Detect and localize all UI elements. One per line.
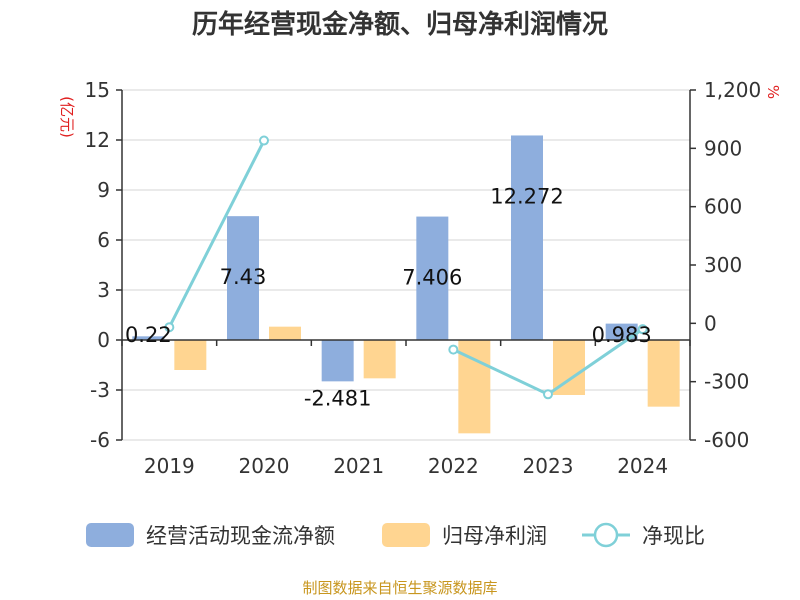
ratio-line-segment <box>167 139 266 328</box>
net-profit-bar <box>174 340 207 370</box>
right-axis-unit: % <box>764 85 782 99</box>
data-label: 12.272 <box>490 184 563 208</box>
cashflow-bar <box>416 216 449 340</box>
chart-title: 历年经营现金净额、归母净利润情况 <box>192 9 608 40</box>
x-tick-label: 2024 <box>617 454 668 478</box>
x-tick-label: 2022 <box>428 454 479 478</box>
net-profit-bar <box>647 340 680 407</box>
right-tick-label: 300 <box>704 253 742 277</box>
legend-marker-ratio <box>593 522 619 548</box>
legend-label-ratio: 净现比 <box>642 524 705 548</box>
legend-swatch-net-profit <box>382 523 430 547</box>
axes: 15 12 9 6 3 0 -3 -6 1,200 900 600 300 0 -300 -600 2019 2… <box>85 78 762 478</box>
left-tick-label: 6 <box>97 228 110 252</box>
right-tick-label: -300 <box>704 370 749 394</box>
left-tick-label: -3 <box>90 378 110 402</box>
x-tick-label: 2023 <box>523 454 574 478</box>
right-tick-label: 1,200 <box>704 78 761 102</box>
cashflow-bar <box>605 323 638 340</box>
net-profit-bar <box>269 326 301 340</box>
right-tick-label: 0 <box>704 311 717 335</box>
right-tick-label: 600 <box>704 195 742 219</box>
legend-swatch-cashflow <box>86 523 134 547</box>
net-profit-bar <box>363 340 396 379</box>
left-tick-label: 3 <box>97 278 110 302</box>
data-label: 0.983 <box>592 323 652 347</box>
ratio-point <box>543 389 553 400</box>
left-tick-label: -6 <box>90 428 110 452</box>
ratio-line <box>164 135 648 400</box>
cashflow-bar <box>132 336 165 340</box>
ratio-point <box>259 135 269 146</box>
data-label: 7.406 <box>402 266 462 290</box>
left-tick-label: 9 <box>97 178 110 202</box>
cashflow-bar <box>511 135 543 340</box>
legend: 经营活动现金流净额 归母净利润 净现比 <box>86 522 705 548</box>
data-labels: 0.22 7.43 -2.481 7.406 12.272 0.983 <box>125 184 652 410</box>
bars <box>132 135 680 434</box>
source-note: 制图数据来自恒生聚源数据库 <box>302 579 497 597</box>
ratio-point <box>637 324 648 335</box>
data-label: 7.43 <box>220 265 267 289</box>
cashflow-bar <box>227 216 259 340</box>
ratio-point <box>164 322 175 333</box>
data-label: -2.481 <box>304 386 372 410</box>
left-tick-label: 0 <box>97 328 110 352</box>
x-tick-label: 2019 <box>144 454 195 478</box>
left-axis-unit: (亿元) <box>58 96 76 138</box>
legend-label-cashflow: 经营活动现金流净额 <box>146 524 335 548</box>
cashflow-bar <box>321 340 354 382</box>
left-tick-label: 15 <box>85 78 110 102</box>
left-tick-label: 12 <box>85 128 110 152</box>
ratio-point <box>448 344 459 355</box>
x-tick-label: 2021 <box>333 454 384 478</box>
legend-label-net-profit: 归母净利润 <box>442 524 547 548</box>
right-tick-label: -600 <box>704 428 749 452</box>
right-tick-label: 900 <box>704 136 742 160</box>
x-tick-label: 2020 <box>239 454 290 478</box>
data-label: 0.22 <box>125 323 172 347</box>
